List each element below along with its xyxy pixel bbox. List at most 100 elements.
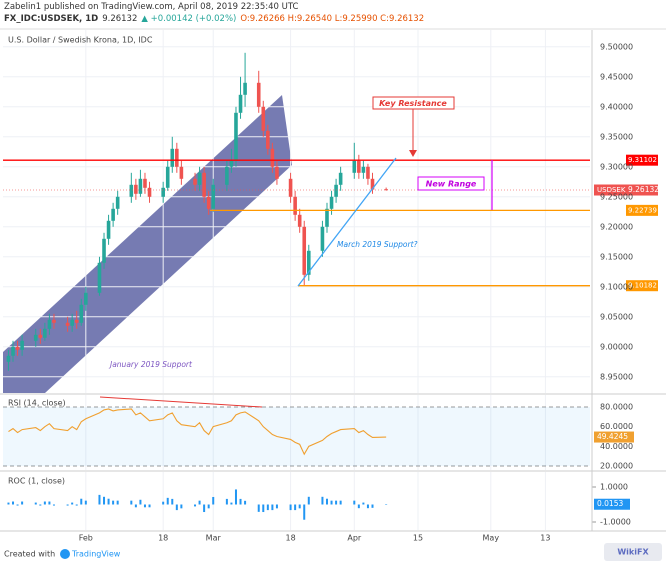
bar [21,501,24,505]
logo [60,549,70,559]
candle-body [384,189,388,191]
y-tick-label: 9.05000 [600,312,633,321]
bar [225,498,228,505]
candle-body [357,160,361,173]
bar [166,497,169,505]
candle-body [256,82,261,107]
y-tick-label: 9.25000 [600,192,633,201]
candle-body [165,166,170,188]
rsi-line [8,408,387,456]
y-tick-label: -1.0000 [600,518,631,527]
candle-body [20,340,24,350]
y-tick-label: 40.0000 [600,442,633,451]
support-trendline [297,157,397,287]
candle-body [129,184,134,197]
bar [171,498,174,505]
bar [198,500,201,505]
bar [194,504,197,507]
bar [34,502,37,505]
bar [16,504,19,506]
y-tick-label: 9.45000 [600,72,633,81]
value-label-box [594,498,630,510]
level-label: 9.10182 [628,282,657,290]
candle-body [111,208,115,221]
bar [234,489,237,505]
bar [207,504,210,509]
rsi-trendline [99,396,263,408]
price-label-box [594,184,658,196]
candle-body [306,250,311,275]
candle-body [270,148,275,167]
bar [116,500,119,505]
annotation-box [417,176,485,191]
bar [130,500,133,505]
bar [239,498,242,505]
candle-body [211,184,216,209]
candle-body [84,292,88,305]
bar [75,504,78,506]
candle-body [115,196,120,209]
level-label-box [626,154,658,166]
bar [262,504,265,513]
candle-body [52,319,56,323]
rsi-band [3,406,590,466]
y-tick-label: 1.0000 [600,482,628,491]
bar [134,504,137,508]
candle-body [243,82,247,95]
y-tick-label: 9.20000 [600,222,633,231]
bar [366,504,369,509]
bar [39,504,42,506]
chart-title: U.S. Dollar / Swedish Krona, 1D, IDC [8,36,153,45]
bar [139,499,142,505]
candle-body [370,178,375,190]
candle-body [193,178,197,185]
candle-body [197,172,202,185]
arrow-head [409,150,417,157]
bar [48,501,51,505]
bar [289,504,292,511]
bar [212,496,215,505]
bar [12,501,15,505]
ohlc: O:9.26266 H:9.26540 L:9.25990 C:9.26132 [240,14,425,24]
bar [307,496,310,505]
price: 9.26132 [102,14,138,24]
bar [148,504,151,508]
bar [7,502,10,505]
candle-body [179,166,184,179]
level-label: 9.31102 [628,156,657,164]
bar [385,504,388,505]
bar [180,504,183,509]
annotation: New Range [426,180,477,189]
candle-body [143,178,147,188]
level-label: 9.22739 [628,206,657,214]
bar [244,500,247,505]
symbol: FX_IDC:USDSEK, 1D [4,14,99,24]
bar [321,496,324,505]
y-tick-label: 9.50000 [600,42,633,51]
candle-body [352,160,357,173]
watermark: WikiFX [617,548,649,557]
y-tick-label: 8.95000 [600,372,633,381]
bar [80,498,83,505]
bar [175,504,178,511]
candle-body [38,334,43,338]
candle-body [266,130,270,149]
value-label: 49.4245 [597,432,628,441]
bar [339,500,342,505]
candle-body [170,148,175,167]
change: ▲ +0.00142 (+0.02%) [141,14,237,24]
candle-body [334,184,338,197]
candle-body [79,304,84,323]
level-label-box [626,280,658,292]
bar [266,504,269,511]
bar [298,504,301,509]
candle-body [74,319,79,323]
bar [362,502,365,505]
header-line: FX_IDC:USDSEK, 1D 9.26132 ▲ +0.00142 (+0.0… [4,14,428,24]
bar [230,502,233,505]
channel [3,95,292,393]
bar [107,498,110,505]
candle-body [65,322,70,326]
candle-body [225,166,229,185]
